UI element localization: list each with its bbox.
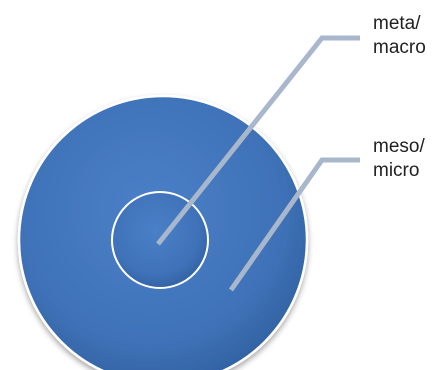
label-meso-micro: meso/ micro: [373, 135, 425, 183]
label-meta-macro-line1: meta/: [373, 13, 421, 34]
label-meta-macro-line2: macro: [373, 37, 426, 58]
leader-line-meso-micro: [228, 157, 360, 292]
leader-line-meta-macro: [156, 35, 360, 246]
label-meso-micro-line2: micro: [373, 160, 420, 181]
label-meta-macro: meta/ macro: [373, 12, 426, 60]
label-meso-micro-line1: meso/: [373, 136, 425, 157]
